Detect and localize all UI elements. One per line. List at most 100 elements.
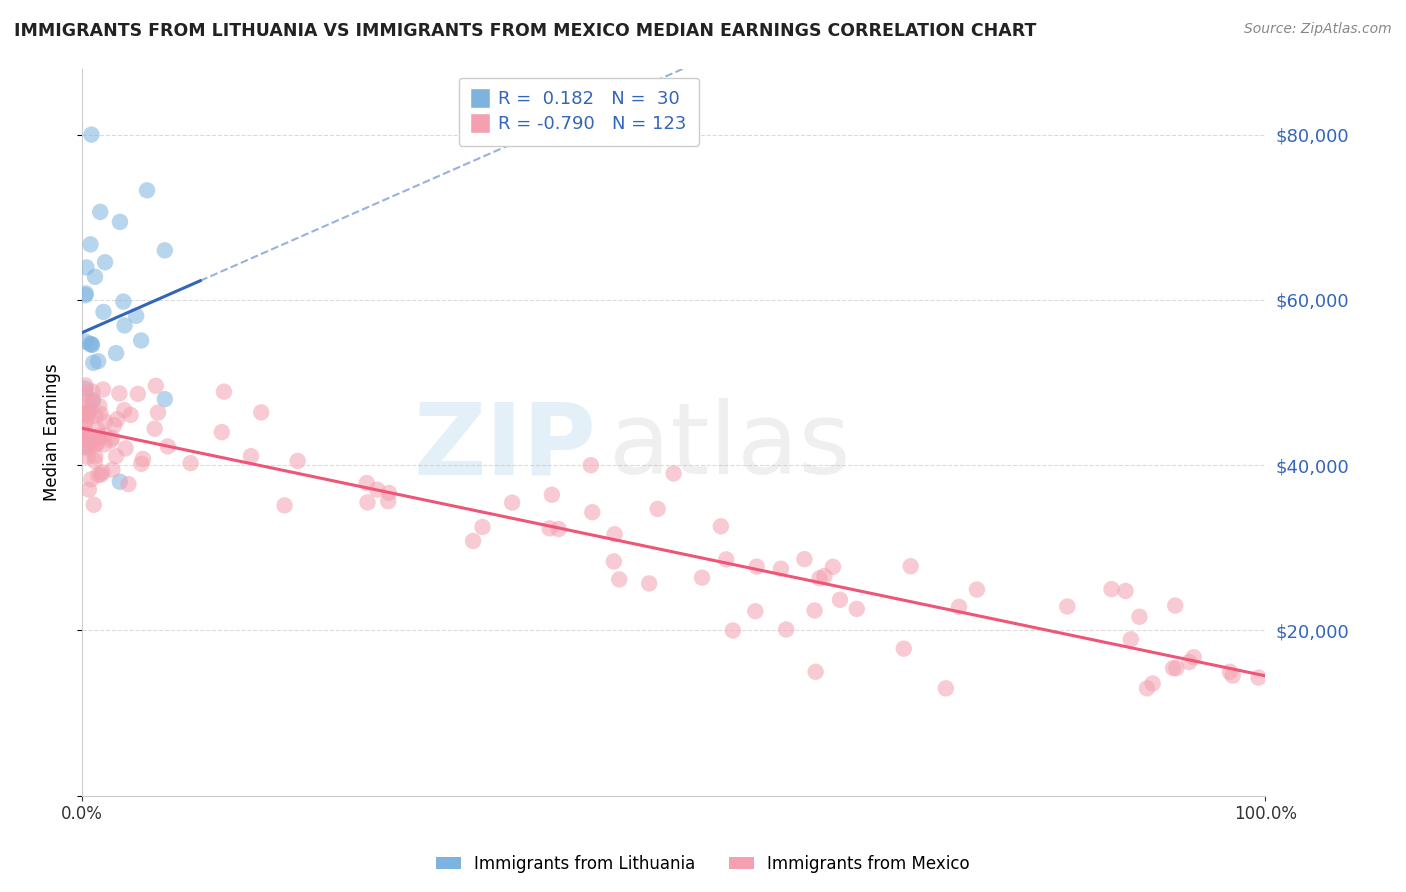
Point — [1247, 671, 1270, 685]
Point — [105, 449, 128, 463]
Y-axis label: Median Earnings: Median Earnings — [44, 363, 60, 501]
Point — [808, 571, 831, 585]
Point — [662, 467, 685, 481]
Point — [1178, 655, 1201, 669]
Point — [211, 425, 233, 439]
Point — [91, 383, 114, 397]
Point — [935, 681, 957, 696]
Point — [143, 422, 166, 436]
Point — [287, 454, 309, 468]
Point — [76, 394, 98, 409]
Point — [153, 392, 176, 406]
Point — [721, 624, 744, 638]
Point — [77, 442, 100, 456]
Point — [710, 519, 733, 533]
Point — [900, 559, 922, 574]
Point — [103, 417, 125, 432]
Legend: R =  0.182   N =  30, R = -0.790   N = 123: R = 0.182 N = 30, R = -0.790 N = 123 — [458, 78, 699, 146]
Point — [125, 309, 148, 323]
Point — [75, 408, 97, 422]
Point — [893, 641, 915, 656]
Point — [821, 559, 844, 574]
Point — [100, 434, 122, 448]
Point — [581, 505, 603, 519]
Point — [84, 437, 107, 451]
Point — [145, 378, 167, 392]
Point — [828, 592, 851, 607]
Point — [90, 467, 112, 482]
Text: IMMIGRANTS FROM LITHUANIA VS IMMIGRANTS FROM MEXICO MEDIAN EARNINGS CORRELATION : IMMIGRANTS FROM LITHUANIA VS IMMIGRANTS … — [14, 22, 1036, 40]
Point — [212, 384, 235, 399]
Point — [1161, 661, 1184, 675]
Point — [75, 334, 97, 349]
Point — [803, 603, 825, 617]
Point — [131, 457, 153, 471]
Point — [75, 440, 97, 454]
Point — [76, 450, 98, 464]
Point — [793, 552, 815, 566]
Legend: Immigrants from Lithuania, Immigrants from Mexico: Immigrants from Lithuania, Immigrants fr… — [429, 848, 977, 880]
Point — [607, 573, 630, 587]
Point — [94, 428, 117, 442]
Point — [75, 429, 97, 443]
Point — [75, 260, 97, 275]
Point — [638, 576, 661, 591]
Point — [129, 334, 152, 348]
Point — [1166, 661, 1188, 675]
Point — [82, 393, 104, 408]
Point — [75, 407, 97, 421]
Point — [89, 399, 111, 413]
Point — [93, 305, 115, 319]
Point — [86, 432, 108, 446]
Point — [1119, 632, 1142, 647]
Point — [501, 495, 523, 509]
Point — [180, 456, 202, 470]
Point — [136, 183, 159, 197]
Point — [108, 215, 131, 229]
Point — [75, 408, 97, 422]
Point — [153, 244, 176, 258]
Point — [75, 378, 97, 392]
Point — [101, 431, 124, 445]
Point — [75, 416, 97, 430]
Point — [89, 205, 111, 219]
Point — [80, 472, 103, 486]
Point — [1142, 676, 1164, 690]
Point — [647, 502, 669, 516]
Point — [86, 436, 108, 450]
Point — [461, 533, 484, 548]
Point — [745, 559, 768, 574]
Point — [114, 442, 136, 456]
Point — [82, 356, 104, 370]
Point — [84, 269, 107, 284]
Point — [75, 413, 97, 427]
Point — [547, 522, 569, 536]
Point — [948, 599, 970, 614]
Point — [108, 386, 131, 401]
Point — [80, 432, 103, 446]
Point — [89, 429, 111, 443]
Point — [79, 434, 101, 448]
Point — [79, 237, 101, 252]
Point — [1101, 582, 1123, 596]
Point — [471, 520, 494, 534]
Point — [716, 552, 738, 566]
Point — [80, 338, 103, 352]
Point — [966, 582, 988, 597]
Point — [1115, 583, 1137, 598]
Point — [75, 286, 97, 301]
Point — [87, 467, 110, 482]
Point — [101, 463, 124, 477]
Point — [87, 354, 110, 368]
Point — [112, 294, 135, 309]
Point — [105, 346, 128, 360]
Point — [146, 406, 169, 420]
Point — [112, 403, 135, 417]
Point — [94, 255, 117, 269]
Point — [75, 401, 97, 415]
Point — [1219, 665, 1241, 679]
Point — [775, 623, 797, 637]
Point — [845, 602, 868, 616]
Point — [156, 439, 179, 453]
Point — [93, 437, 115, 451]
